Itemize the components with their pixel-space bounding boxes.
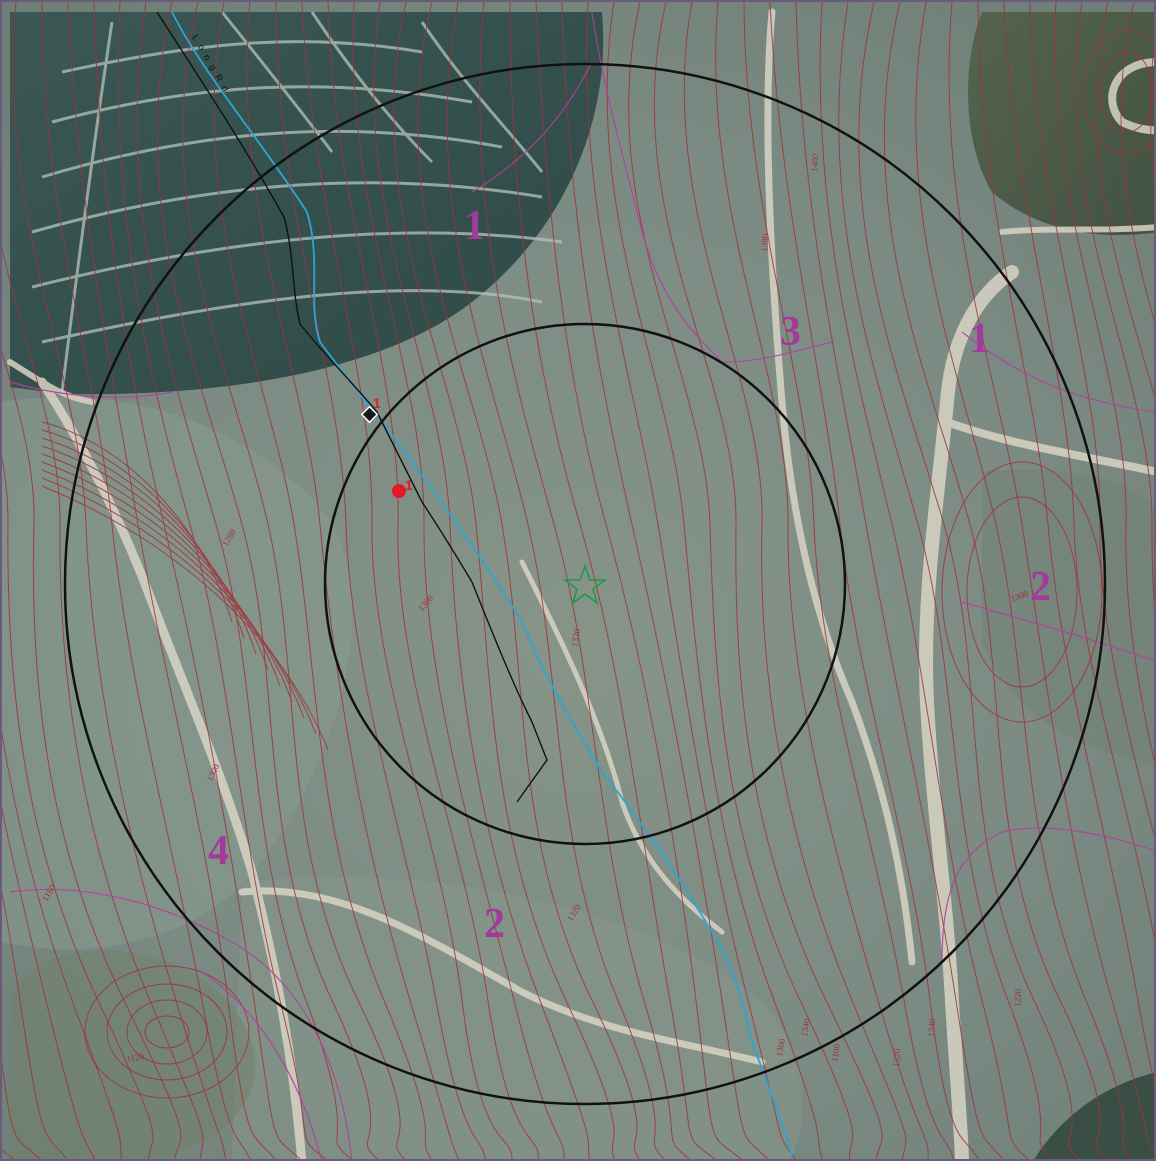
contour-line	[41, 2, 251, 1159]
woodland-northeast	[968, 12, 1154, 236]
zone-label-2-east: 2	[1030, 564, 1051, 610]
contour-line	[213, 2, 432, 1159]
elevation-label: 1320	[891, 1048, 903, 1067]
red-dot-marker[interactable]: 1	[392, 477, 413, 498]
inner-range-ring	[323, 322, 847, 846]
contour-line	[67, 2, 276, 1159]
contour-line	[327, 2, 539, 1159]
contour-line	[561, 2, 769, 1159]
contour-line	[41, 453, 281, 687]
contour-line	[41, 437, 257, 655]
contour-line	[41, 421, 233, 623]
contour-line	[352, 2, 565, 1159]
contour-line	[275, 2, 486, 1159]
contour-line	[156, 2, 379, 1159]
contour-line	[606, 2, 824, 1159]
contour-line	[1095, 2, 1154, 397]
contour-line	[743, 2, 954, 1159]
contour-line	[41, 461, 293, 703]
contour-line	[586, 2, 796, 1159]
contour-line	[93, 2, 301, 1159]
contour-line	[117, 2, 326, 1159]
contour-line	[2, 890, 68, 1159]
elevation-label: 1320	[569, 627, 582, 647]
contour-line	[628, 2, 854, 1159]
stream	[171, 11, 793, 1158]
contour-line	[1075, 2, 1154, 610]
contour-line	[2, 807, 95, 1159]
black-diamond-marker-label: 1	[373, 395, 381, 411]
contour-line	[915, 2, 1133, 1159]
terrain-light-patch-south	[232, 877, 802, 1159]
contour-line	[446, 2, 665, 1159]
contour-line	[1029, 2, 1154, 838]
elevation-label: 1220	[1012, 988, 1024, 1007]
dirt-tracks	[7, 8, 1154, 1159]
contour-line	[41, 429, 245, 639]
elevation-label: 1400	[809, 153, 821, 172]
contour-line	[2, 350, 182, 1159]
red-dot-marker-label: 1	[405, 477, 413, 493]
contour-line	[883, 2, 1107, 1159]
contour-line	[683, 2, 907, 1159]
elevation-label: 1120	[126, 1051, 146, 1064]
contour-line	[41, 469, 305, 719]
outer-range-ring	[63, 62, 1107, 1106]
contour-line	[653, 2, 883, 1159]
road-long-rd	[156, 11, 548, 803]
woodland-southeast	[1034, 1072, 1154, 1159]
contour-line	[301, 2, 513, 1159]
contour-line	[2, 246, 204, 1159]
contour-line	[2, 455, 154, 1159]
zone-label-1-north: 1	[464, 203, 485, 249]
black-diamond-marker[interactable]: 1	[360, 395, 381, 424]
contour-line	[838, 2, 1055, 1159]
elevation-label: 1380	[759, 233, 771, 252]
contour-line	[373, 2, 590, 1159]
contour-line	[509, 2, 716, 1159]
contour-line	[1003, 2, 1154, 940]
contour-line	[977, 2, 1154, 1083]
elevation-label: 1340	[799, 1017, 812, 1037]
contour-line	[136, 2, 352, 1159]
contour-line	[246, 2, 459, 1159]
contour-line	[858, 2, 1080, 1159]
hill-contours	[84, 29, 1154, 1099]
contour-line	[1120, 2, 1154, 323]
contour-line	[948, 2, 1154, 1153]
contour-line	[795, 2, 1004, 1159]
contour-line	[535, 2, 742, 1159]
zone-label-4: 4	[208, 828, 229, 874]
contour-line	[479, 2, 690, 1159]
contour-line	[819, 2, 1029, 1159]
contour-line	[393, 2, 615, 1159]
zone-boundaries	[9, 11, 1154, 1159]
elevation-label: 1300	[774, 1037, 787, 1057]
contour-line	[41, 477, 317, 735]
zone-label-1-east: 1	[969, 316, 990, 362]
contour-line	[715, 2, 929, 1159]
elevation-label: 1340	[926, 1018, 938, 1037]
elevation-label: 1100	[829, 1043, 842, 1063]
zone-label-3: 3	[780, 309, 801, 355]
contour-line	[769, 2, 979, 1159]
contour-line	[41, 485, 329, 751]
contour-line	[12, 2, 226, 1159]
zone-label-2-south: 2	[484, 901, 505, 947]
center-star-icon[interactable]	[562, 563, 608, 606]
contour-line	[2, 1059, 41, 1159]
contour-line	[182, 2, 405, 1159]
zone-labels: 1 1 2 2 3 4	[208, 203, 1051, 947]
contour-line	[2, 730, 123, 1159]
contour-line	[1054, 2, 1154, 762]
contour-line	[417, 2, 640, 1159]
